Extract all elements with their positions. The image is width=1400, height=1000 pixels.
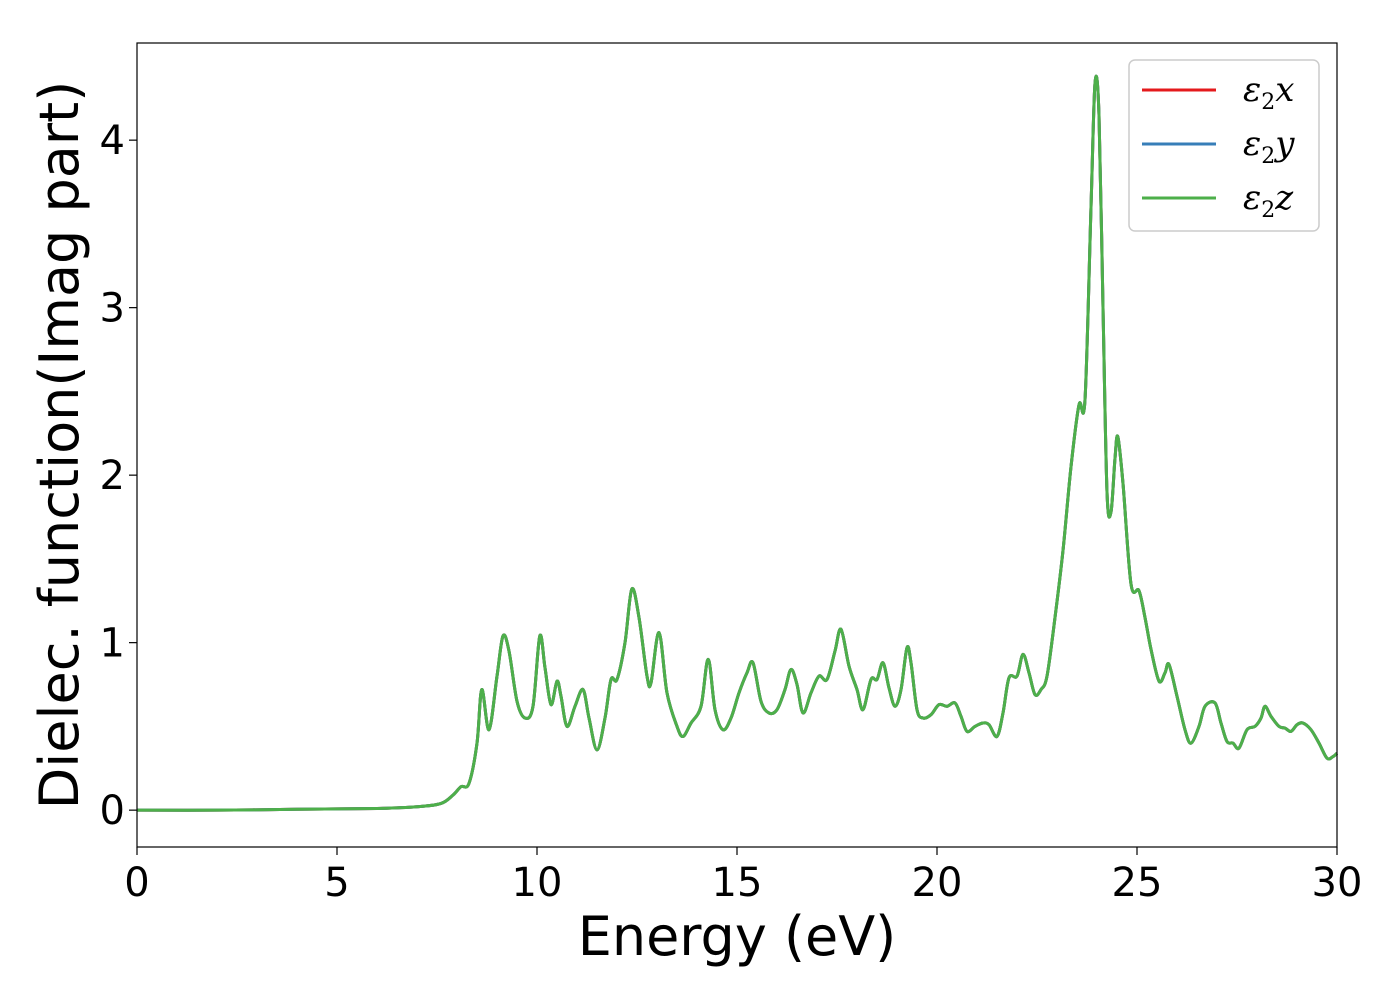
legend-box: [1128, 59, 1320, 232]
y-tick-label: 4: [100, 118, 125, 164]
x-tick-label: 15: [712, 860, 763, 906]
legend-label-e2x: ε2x: [1243, 70, 1294, 115]
x-tick-label: 25: [1112, 860, 1163, 906]
x-tick-label: 0: [124, 860, 149, 906]
y-axis: 0 1 2 3 4: [100, 118, 137, 834]
x-tick-label: 10: [512, 860, 563, 906]
x-axis-label: Energy (eV): [578, 905, 897, 968]
y-tick-label: 3: [100, 286, 125, 332]
y-axis-label: Dielec. function(Imag part): [28, 81, 91, 810]
x-tick-label: 20: [912, 860, 963, 906]
x-tick-label: 5: [324, 860, 349, 906]
legend: ε2x ε2y ε2z: [1128, 59, 1320, 232]
y-tick-label: 2: [100, 453, 125, 499]
series-layer: [136, 74, 1339, 812]
legend-label-e2z: ε2z: [1243, 178, 1294, 223]
y-tick-label: 0: [100, 788, 125, 834]
x-axis: 0 5 10 15 20 25 30: [124, 847, 1362, 906]
x-tick-label: 30: [1312, 860, 1363, 906]
series-line-e2z: [136, 74, 1339, 812]
y-tick-label: 1: [100, 621, 125, 667]
legend-label-e2y: ε2y: [1243, 124, 1295, 169]
